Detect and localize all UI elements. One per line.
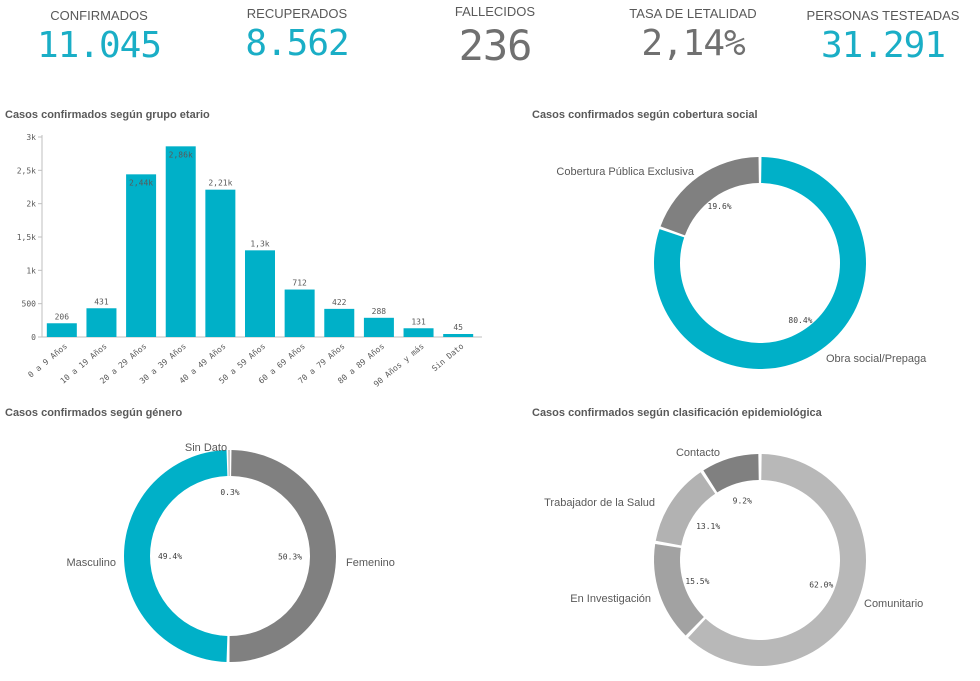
bar-data-label: 431 [94,297,109,306]
y-tick-label: 1k [26,266,36,275]
age-chart-title: Casos confirmados según grupo etario [5,109,210,121]
bar-data-label: 712 [292,279,307,288]
y-tick-label: 0 [31,333,36,342]
slice-category-label: Obra social/Prepaga [826,353,927,365]
slice-category-label: Masculino [66,557,116,569]
donut-slice [228,450,230,477]
bar [245,250,275,337]
bar [205,189,236,337]
slice-percent-label: 80.4% [788,316,812,325]
donut-slice [703,454,759,493]
slice-percent-label: 62.0% [809,581,833,590]
bar-data-label: 131 [411,317,426,326]
slice-percent-label: 0.3% [220,488,239,497]
kpi-recuperados: RECUPERADOS 8.562 [202,6,392,64]
x-tick-label: 0 a 9 Años [26,342,69,380]
kpi-value: 11.045 [36,25,162,66]
y-tick-label: 3k [26,133,36,142]
donut-slice [229,450,336,662]
kpi-confirmados: CONFIRMADOS 11.045 [4,8,194,66]
slice-percent-label: 50.3% [278,553,302,562]
slice-category-label: Cobertura Pública Exclusiva [556,166,694,178]
slice-percent-label: 13.1% [696,522,720,531]
bar-data-label: 2,21k [208,179,232,188]
kpi-value: 31.291 [820,25,946,66]
bar [165,146,196,337]
bar [443,334,474,337]
kpi-value: 2,14% [641,23,745,64]
bar-data-label: 2,86k [169,150,193,159]
bar [403,328,434,337]
slice-percent-label: 15.5% [685,577,709,586]
donut-slice [123,450,228,662]
bar-data-label: 422 [332,298,347,307]
y-tick-label: 500 [22,300,37,309]
kpi-fallecidos: FALLECIDOS 236 [400,4,590,70]
coverage-chart-title: Casos confirmados según cobertura social [532,109,758,121]
epi-donut-chart: 62.0% Comunitario 15.5% En Investigación 13.… [544,447,923,666]
kpi-label: RECUPERADOS [246,6,348,21]
donut-slice [654,544,704,636]
donut-slice [655,472,716,546]
bar [46,323,77,337]
slice-percent-label: 9.2% [733,497,752,506]
y-tick-label: 2k [26,200,36,209]
bar-data-label: 1,3k [250,239,269,248]
slice-category-label: Contacto [676,447,720,459]
slice-category-label: En Investigación [570,593,651,605]
kpi-personas-testeadas: PERSONAS TESTEADAS 31.291 [788,8,978,66]
coverage-donut-chart: 80.4% Obra social/Prepaga 19.6% Cobertura P… [556,157,927,369]
kpi-label: PERSONAS TESTEADAS [806,8,960,23]
epi-chart-title: Casos confirmados según clasificación ep… [532,407,822,419]
x-tick-label: Sin Dato [430,342,465,374]
kpi-label: FALLECIDOS [454,4,536,19]
slice-category-label: Femenino [346,557,395,569]
kpi-value: 236 [458,21,533,70]
slice-category-label: Trabajador de la Salud [544,497,655,509]
bar [86,308,117,337]
slice-category-label: Sin Dato [185,442,227,454]
bar [126,174,157,337]
bar-data-label: 206 [55,312,70,321]
kpi-label: CONFIRMADOS [50,8,148,23]
y-tick-label: 1,5k [17,233,36,242]
slice-percent-label: 19.6% [708,202,732,211]
bar [363,317,394,337]
bar [324,308,355,337]
kpi-value: 8.562 [245,23,349,64]
kpi-label: TASA DE LETALIDAD [629,6,757,21]
y-tick-label: 2,5k [17,166,36,175]
gender-donut-chart: 50.3% Femenino 49.4% Masculino 0.3% Sin Dato [66,442,395,662]
bar-data-label: 2,44k [129,178,153,187]
donut-slice [660,157,759,236]
gender-chart-title: Casos confirmados según género [5,407,183,419]
kpi-tasa-letalidad: TASA DE LETALIDAD 2,14% [598,6,788,64]
bar-data-label: 45 [453,323,463,332]
bar-data-label: 288 [372,307,387,316]
bar [284,289,315,337]
donut-slice [688,454,866,666]
slice-percent-label: 49.4% [158,552,182,561]
slice-category-label: Comunitario [864,598,923,610]
